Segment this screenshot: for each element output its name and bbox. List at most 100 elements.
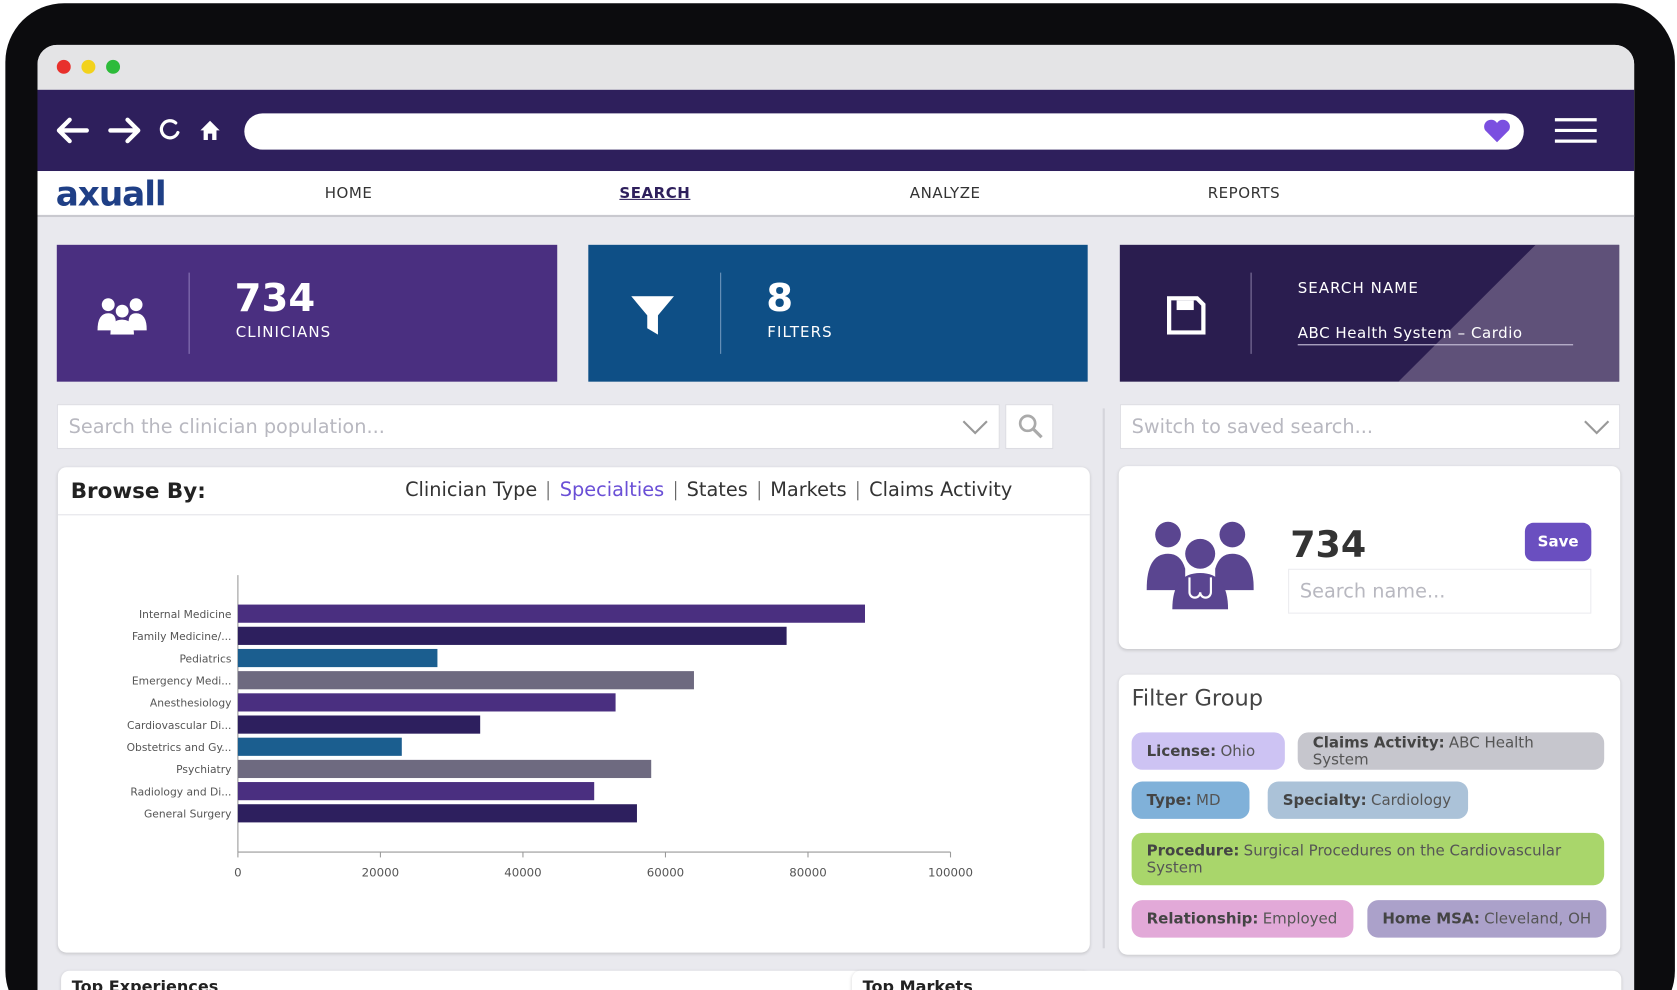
bar[interactable] [237, 671, 694, 690]
clinicians-illustration [1146, 521, 1254, 610]
y-tick-label: Psychiatry [176, 763, 231, 776]
maximize-dot[interactable] [106, 59, 121, 74]
chip-text: Procedure: Surgical Procedures on the Car… [1147, 842, 1590, 876]
tabs: Clinician Type Specialties States Markets Cl… [394, 479, 1023, 501]
chip-key: Type: [1146, 791, 1192, 809]
y-tick-label: General Surgery [144, 808, 231, 821]
clinician-label: CLINICIANS [235, 323, 332, 342]
chip-text: Relationship: Employed [1147, 910, 1338, 927]
column-divider [1102, 408, 1105, 949]
chip-text: License: Ohio [1147, 742, 1256, 759]
chip-value: Ohio [1220, 742, 1256, 760]
nav-item[interactable]: SEARCH [619, 184, 691, 203]
tab-separator [758, 480, 760, 500]
search-name-input[interactable]: Search name... [1288, 568, 1592, 614]
search-name-card[interactable]: SEARCH NAME ABC Health System – Cardio [1119, 244, 1620, 382]
filter-chip[interactable]: Relationship: Employed [1131, 900, 1354, 938]
filter-label: FILTERS [767, 323, 833, 342]
magnifier [1018, 414, 1043, 439]
tab[interactable]: Markets [770, 478, 847, 502]
filter-chip[interactable]: Specialty: Cardiology [1267, 781, 1469, 819]
y-tick-label: Obstetrics and Gy... [127, 741, 232, 754]
bar[interactable] [237, 626, 787, 645]
chip-key: Specialty: [1282, 791, 1367, 809]
y-tick-label: Internal Medicine [139, 608, 231, 621]
bar[interactable] [237, 804, 637, 823]
nav-bar: axuall HOME SEARCH ANALYZE REPORTS [37, 171, 1635, 218]
tab[interactable]: Clinician Type [405, 478, 538, 502]
home[interactable] [200, 120, 220, 141]
save-panel: 734 Save Search name... [1118, 466, 1621, 649]
bottom-panel: Top Experiences [61, 970, 1090, 990]
reload[interactable] [159, 119, 180, 140]
people-icon [97, 298, 147, 335]
bar[interactable] [237, 782, 595, 801]
search-name-value[interactable]: ABC Health System – Cardio [1297, 325, 1574, 346]
menu[interactable] [1554, 118, 1597, 143]
funnel-icon [631, 296, 675, 335]
y-tick-label: Family Medicine/... [132, 630, 231, 643]
toolbar-icons [56, 113, 1597, 150]
x-tick-label: 60000 [647, 866, 684, 880]
bar[interactable] [237, 604, 865, 623]
tab-separator [548, 480, 550, 500]
tab-separator [857, 480, 859, 500]
filter-chip[interactable]: Procedure: Surgical Procedures on the Car… [1131, 832, 1605, 886]
close-dot[interactable] [56, 59, 71, 74]
saved-search[interactable]: Switch to saved search... [1119, 404, 1621, 450]
chip-text: Specialty: Cardiology [1283, 792, 1451, 809]
screen: axuall HOME SEARCH ANALYZE REPORTS 734 CLIN… [37, 44, 1635, 990]
chip-key: Procedure: [1146, 841, 1240, 860]
chip-key: Home MSA: [1382, 910, 1480, 928]
clinician-count: 734 [234, 276, 316, 321]
filter-chip[interactable]: License: Ohio [1131, 732, 1285, 770]
nav-item[interactable]: REPORTS [1207, 184, 1281, 203]
save-count: 734 [1290, 523, 1367, 567]
tab[interactable]: States [686, 478, 748, 502]
bar[interactable] [237, 715, 481, 734]
chip-value: Cleveland, OH [1484, 910, 1592, 928]
back[interactable] [56, 117, 89, 144]
filter-chip[interactable]: Home MSA: Cleveland, OH [1367, 900, 1607, 938]
save-button[interactable]: Save [1524, 522, 1592, 562]
forward[interactable] [108, 117, 141, 144]
url-bar[interactable] [244, 113, 1524, 150]
y-tick-label: Emergency Medi... [132, 675, 232, 688]
y-tick-label: Pediatrics [179, 652, 231, 665]
logo[interactable]: axuall [55, 173, 167, 214]
placeholder: Switch to saved search... [1131, 415, 1374, 438]
population-search[interactable]: Search the clinician population... [56, 404, 1000, 450]
bar[interactable] [237, 737, 402, 756]
minimize-dot[interactable] [81, 59, 96, 74]
chip-key: Relationship: [1146, 910, 1259, 928]
nav-item[interactable]: ANALYZE [909, 184, 981, 203]
search-name-label: SEARCH NAME [1297, 280, 1419, 298]
filters-card[interactable]: 8 FILTERS [588, 244, 1088, 382]
dropdown-caret[interactable] [961, 419, 989, 436]
y-tick-label: Cardiovascular Di... [127, 719, 231, 732]
filter-chip[interactable]: Type: MD [1131, 781, 1250, 819]
favorite[interactable] [1484, 119, 1510, 143]
divider [188, 272, 190, 354]
panel-title: Top Experiences [71, 977, 219, 990]
clinicians-card[interactable]: 734 CLINICIANS [56, 244, 558, 382]
y-tick-label: Radiology and Di... [130, 785, 231, 798]
dropdown-caret[interactable] [1583, 419, 1611, 436]
chip-value: MD [1196, 791, 1221, 809]
tab[interactable]: Specialties [559, 478, 665, 502]
panel-title: Top Markets [862, 977, 973, 990]
filter-chip[interactable]: Claims Activity: ABC Health System [1297, 732, 1605, 770]
bar[interactable] [237, 693, 616, 712]
tab[interactable]: Claims Activity [869, 478, 1013, 502]
chip-value: ABC Health System [1312, 733, 1534, 769]
bar[interactable] [237, 759, 652, 779]
header-rule [57, 514, 1090, 516]
nav-item[interactable]: HOME [324, 184, 373, 203]
search-button[interactable] [1005, 404, 1054, 450]
filter-group-title: Filter Group [1131, 685, 1264, 711]
chip-value: Cardiology [1370, 791, 1452, 809]
bar[interactable] [237, 648, 438, 668]
x-tick-label: 100000 [928, 866, 973, 880]
chip-key: License: [1146, 742, 1217, 760]
